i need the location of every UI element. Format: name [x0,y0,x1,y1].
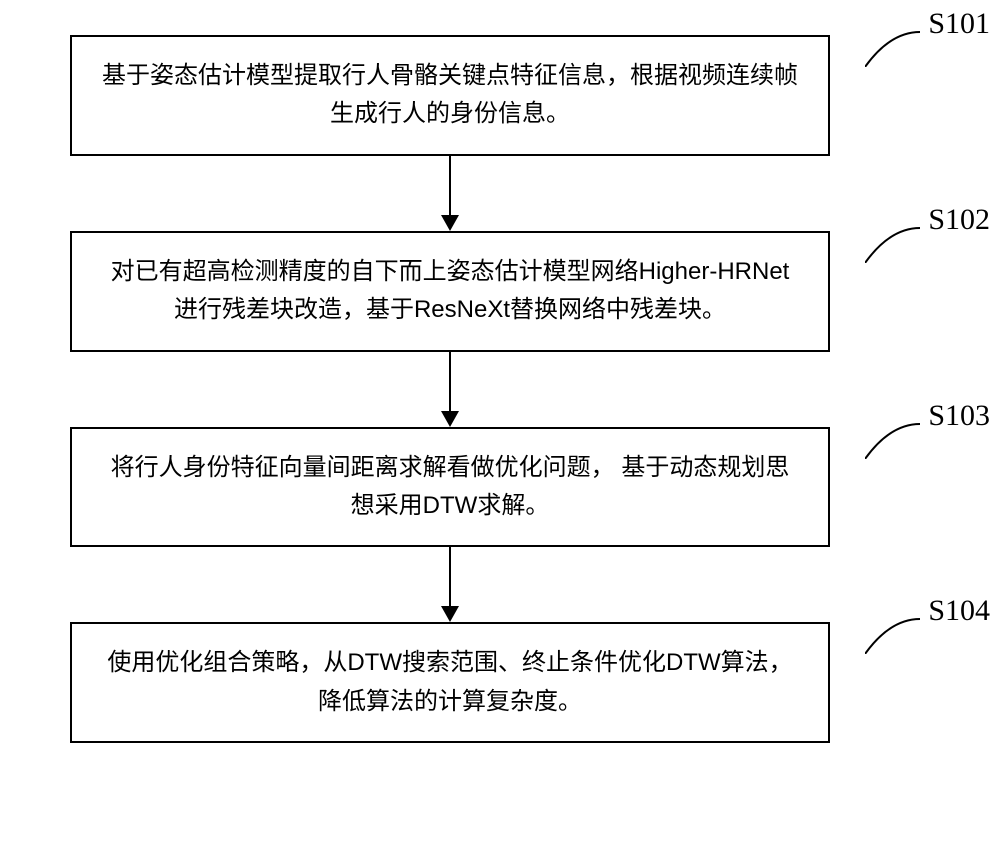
step-4-container: 使用优化组合策略，从DTW搜索范围、终止条件优化DTW算法，降低算法的计算复杂度… [70,622,870,743]
arrow-1-head [441,215,459,231]
arrow-2-head [441,411,459,427]
arrow-3-head [441,606,459,622]
step-1-text: 基于姿态估计模型提取行人骨骼关键点特征信息，根据视频连续帧生成行人的身份信息。 [102,62,798,127]
connector-curve-3 [865,419,925,459]
step-2-box: 对已有超高检测精度的自下而上姿态估计模型网络Higher-HRNet进行残差块改… [70,231,830,352]
arrow-2 [70,352,830,427]
connector-curve-1 [865,27,925,67]
step-2-text: 对已有超高检测精度的自下而上姿态估计模型网络Higher-HRNet进行残差块改… [111,258,790,323]
arrow-1 [70,156,830,231]
step-3-text: 将行人身份特征向量间距离求解看做优化问题， 基于动态规划思想采用DTW求解。 [111,454,790,519]
step-1-box: 基于姿态估计模型提取行人骨骼关键点特征信息，根据视频连续帧生成行人的身份信息。 [70,35,830,156]
step-4-text: 使用优化组合策略，从DTW搜索范围、终止条件优化DTW算法，降低算法的计算复杂度… [107,649,792,714]
connector-curve-2 [865,223,925,263]
step-4-box: 使用优化组合策略，从DTW搜索范围、终止条件优化DTW算法，降低算法的计算复杂度… [70,622,830,743]
step-2-container: 对已有超高检测精度的自下而上姿态估计模型网络Higher-HRNet进行残差块改… [70,231,870,352]
step-3-box: 将行人身份特征向量间距离求解看做优化问题， 基于动态规划思想采用DTW求解。 [70,427,830,548]
arrow-3 [70,547,830,622]
step-1-label: S101 [928,7,990,41]
step-2-label: S102 [928,203,990,237]
connector-curve-4 [865,614,925,654]
arrow-2-line [449,352,451,412]
arrow-1-line [449,156,451,216]
step-3-label: S103 [928,399,990,433]
step-1-container: 基于姿态估计模型提取行人骨骼关键点特征信息，根据视频连续帧生成行人的身份信息。 … [70,35,870,156]
flowchart-container: 基于姿态估计模型提取行人骨骼关键点特征信息，根据视频连续帧生成行人的身份信息。 … [70,35,870,743]
step-3-container: 将行人身份特征向量间距离求解看做优化问题， 基于动态规划思想采用DTW求解。 S… [70,427,870,548]
arrow-3-line [449,547,451,607]
step-4-label: S104 [928,594,990,628]
